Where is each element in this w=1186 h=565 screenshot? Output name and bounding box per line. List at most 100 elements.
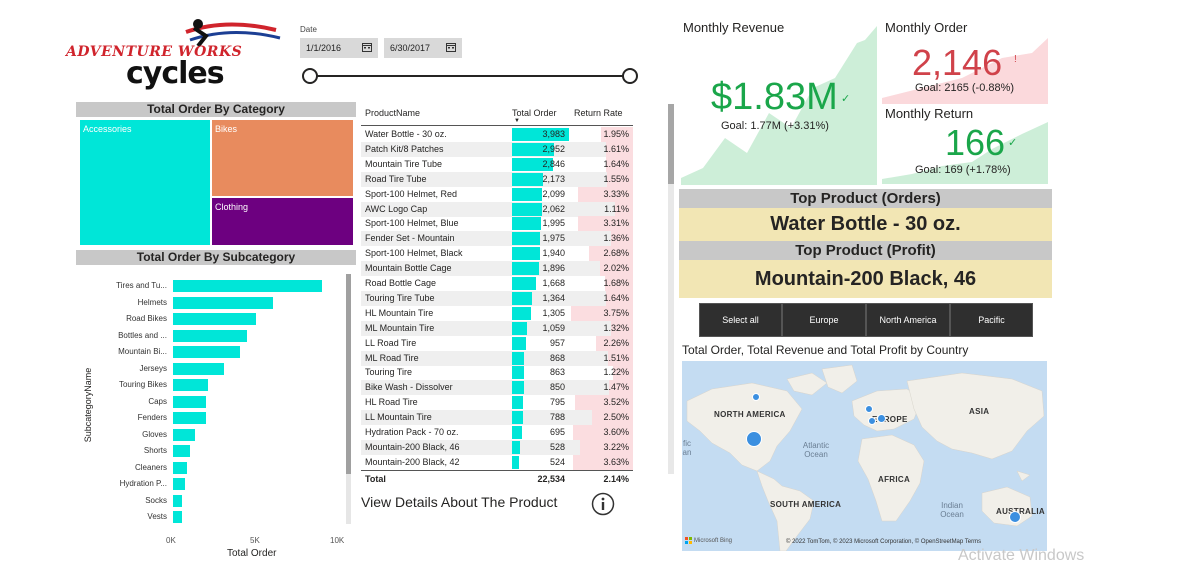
table-scrollbar[interactable] (668, 104, 674, 474)
calendar-icon[interactable] (446, 42, 456, 52)
table-row[interactable]: Hydration Pack - 70 oz. 695 3.60% (361, 425, 633, 440)
world-map[interactable]: NORTH AMERICA EUROPE ASIA AFRICA SOUTH A… (682, 361, 1047, 551)
bar[interactable] (173, 329, 247, 342)
bar-label: Caps (148, 396, 167, 406)
map-bubble-united-kingdom[interactable] (865, 405, 873, 413)
table-row[interactable]: Fender Set - Mountain 1,975 1.36% (361, 231, 633, 247)
return-rate-cell: 2.02% (603, 263, 629, 274)
calendar-icon[interactable] (362, 42, 372, 52)
bar[interactable] (173, 296, 273, 309)
total-order-cell: 528 (549, 441, 565, 452)
bar[interactable] (173, 412, 207, 424)
table-row[interactable]: LL Mountain Tire 788 2.50% (361, 410, 633, 426)
bar[interactable] (173, 461, 188, 474)
bar-chart-scrollbar-thumb[interactable] (346, 274, 351, 474)
table-row[interactable]: ML Road Tire 868 1.51% (361, 350, 633, 366)
bar[interactable] (173, 346, 241, 358)
table-row[interactable]: HL Road Tire 795 3.52% (361, 395, 633, 411)
treemap-cell-clothing[interactable]: Clothing (212, 198, 353, 245)
region-button-north-america[interactable]: North America (866, 303, 950, 337)
total-order-cell: 3,983 (542, 129, 565, 139)
table-row[interactable]: Sport-100 Helmet, Red 2,099 3.33% (361, 186, 633, 202)
view-details-link[interactable]: View Details About The Product (361, 494, 558, 510)
table-row[interactable]: Road Tire Tube 2,173 1.55% (361, 171, 633, 187)
return-rate-highlight (607, 171, 633, 187)
column-header-total-order[interactable]: Total Order (512, 108, 557, 118)
kpi-return-value: 166 (945, 122, 1006, 163)
date-start-input[interactable]: 1/1/2016 (300, 38, 378, 58)
return-rate-cell: 1.95% (603, 129, 629, 139)
return-rate-cell: 1.61% (603, 143, 629, 154)
bar[interactable] (173, 428, 196, 441)
bar[interactable] (173, 379, 208, 391)
product-name-cell: LL Road Tire (365, 337, 417, 348)
table-row[interactable]: Touring Tire Tube 1,364 1.64% (361, 290, 633, 306)
return-rate-cell: 1.55% (603, 173, 629, 184)
bar-label: Tires and Tu... (116, 281, 167, 290)
table-row[interactable]: Patch Kit/8 Patches 2,952 1.61% (361, 141, 633, 157)
x-tick-label: 10K (330, 536, 345, 545)
date-slider-start-handle[interactable] (302, 68, 318, 84)
activate-windows-watermark: Activate Windows (958, 547, 1085, 564)
check-icon: ✓ (1008, 137, 1018, 149)
table-row[interactable]: ML Mountain Tire 1,059 1.32% (361, 320, 633, 336)
treemap-cell-accessories[interactable]: Accessories (80, 120, 210, 245)
bar[interactable] (173, 445, 190, 457)
bar-label: Road Bikes (126, 314, 167, 323)
table-row[interactable]: Road Bottle Cage 1,668 1.68% (361, 276, 633, 291)
date-slider-track[interactable] (310, 75, 632, 77)
column-header-return-rate[interactable]: Return Rate (574, 108, 623, 118)
bar[interactable] (173, 313, 256, 325)
total-order-cell: 1,668 (542, 278, 565, 288)
region-button-europe[interactable]: Europe (782, 303, 866, 337)
treemap-cell-bikes[interactable]: Bikes (212, 120, 353, 196)
table-row[interactable]: Sport-100 Helmet, Black 1,940 2.68% (361, 246, 633, 262)
subcategory-xlabel: Total Order (227, 548, 277, 559)
return-rate-highlight (605, 156, 633, 172)
order-data-bar (512, 351, 525, 365)
map-bubble-canada[interactable] (752, 393, 760, 401)
bar[interactable] (173, 395, 207, 408)
table-row[interactable]: Mountain-200 Black, 42 524 3.63% (361, 454, 633, 470)
table-row[interactable]: HL Mountain Tire 1,305 3.75% (361, 305, 633, 321)
table-row[interactable]: Bike Wash - Dissolver 850 1.47% (361, 380, 633, 396)
product-name-cell: Mountain-200 Black, 46 (365, 441, 460, 452)
alert-icon: ! (1014, 54, 1017, 65)
map-label-south-america: SOUTH AMERICA (770, 500, 842, 509)
table-row[interactable]: LL Road Tire 957 2.26% (361, 335, 633, 351)
return-rate-cell: 2.26% (603, 337, 629, 348)
bar[interactable] (173, 478, 185, 490)
map-bubble-france[interactable] (868, 417, 876, 425)
bar[interactable] (173, 511, 183, 523)
table-row[interactable]: Mountain-200 Black, 46 528 3.22% (361, 439, 633, 455)
region-button-pacific[interactable]: Pacific (950, 303, 1033, 337)
info-icon[interactable] (591, 492, 615, 516)
column-header-product[interactable]: ProductName (365, 108, 421, 118)
map-bubble-australia[interactable] (1009, 511, 1021, 523)
table-total-row: Total 22,534 2.14% (361, 470, 633, 486)
table-row[interactable]: AWC Logo Cap 2,062 1.11% (361, 201, 633, 217)
table-row[interactable]: Mountain Tire Tube 2,846 1.64% (361, 156, 633, 172)
date-slider-end-handle[interactable] (622, 68, 638, 84)
return-rate-cell: 3.33% (603, 188, 629, 199)
return-rate-cell: 1.64% (603, 292, 629, 303)
bar-label: Cleaners (134, 462, 167, 472)
table-row[interactable]: Touring Tire 863 1.22% (361, 365, 633, 381)
continents-shape (686, 364, 1045, 551)
bar-label: Gloves (142, 429, 167, 439)
bar[interactable] (173, 280, 323, 292)
map-bubble-germany[interactable] (877, 414, 886, 423)
table-row[interactable]: Mountain Bottle Cage 1,896 2.02% (361, 261, 633, 277)
total-order-cell: 1,940 (542, 248, 565, 259)
table-row[interactable]: Water Bottle - 30 oz. 3,983 1.95% (361, 127, 633, 142)
table-scrollbar-thumb[interactable] (668, 104, 674, 184)
table-row[interactable]: Sport-100 Helmet, Blue 1,995 3.31% (361, 216, 633, 232)
logo-text-bottom: cycles (126, 56, 225, 91)
bar[interactable] (173, 362, 225, 375)
bar-label: Hydration P... (119, 479, 167, 488)
map-bubble-united-states[interactable] (746, 431, 762, 447)
map-credits[interactable]: © 2022 TomTom, © 2023 Microsoft Corporat… (786, 539, 982, 545)
region-button-select-all[interactable]: Select all (699, 303, 782, 337)
bar[interactable] (173, 494, 183, 507)
date-end-input[interactable]: 6/30/2017 (384, 38, 462, 58)
